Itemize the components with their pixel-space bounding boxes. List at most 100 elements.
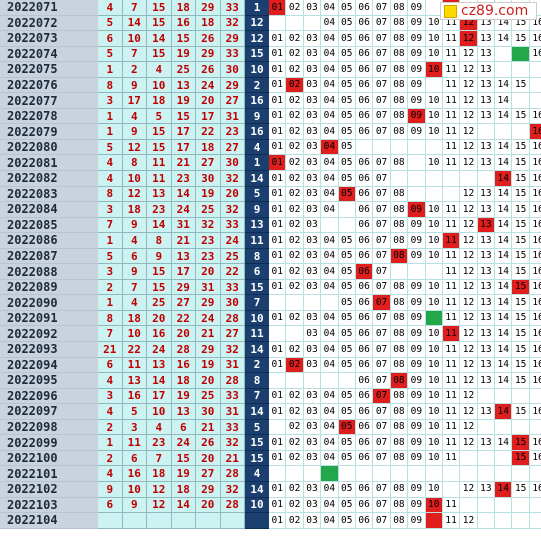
distribution-cell: 14 (495, 155, 513, 172)
distribution-cell: 12 (460, 77, 478, 94)
red-ball-cell: 9 (147, 248, 172, 265)
distribution-cell: 16 (529, 435, 541, 451)
period-cell: 2022099 (0, 435, 98, 451)
distribution-cell: 01 (269, 186, 287, 203)
distribution-cell (529, 93, 541, 109)
period-cell: 2022100 (0, 450, 98, 467)
distribution-cell: 05 (338, 31, 356, 47)
distribution-cell: 04 (321, 62, 339, 78)
distribution-cell: 03 (303, 450, 322, 467)
distribution-cell: 16 (529, 357, 541, 374)
blue-ball-cell: 15 (245, 46, 269, 63)
distribution-cell: 03 (303, 419, 322, 436)
distribution-cell: 12 (460, 326, 478, 343)
red-ball-cell: 31 (196, 279, 221, 296)
distribution-cell (373, 139, 391, 156)
red-ball-cell: 20 (171, 326, 196, 343)
distribution-cell: 03 (303, 497, 322, 514)
distribution-cell: 08 (390, 155, 409, 172)
distribution-cell: 12 (460, 124, 478, 140)
distribution-cell: 01 (269, 217, 287, 234)
red-ball-cell: 15 (147, 139, 172, 156)
distribution-cell: 14 (495, 264, 513, 280)
red-ball-cell (147, 513, 172, 529)
distribution-cell: 05 (338, 77, 356, 94)
distribution-cell: 15 (512, 248, 530, 265)
distribution-cell: 10 (425, 93, 443, 109)
distribution-cell: 12 (460, 46, 478, 63)
red-ball-cell: 9 (122, 124, 147, 140)
distribution-cell: 03 (303, 217, 322, 234)
distribution-cell: 02 (286, 108, 304, 125)
red-ball-cell: 1 (98, 435, 123, 451)
red-ball-cell: 33 (220, 279, 245, 296)
distribution-cell: 04 (321, 264, 339, 280)
red-ball-cell: 23 (147, 202, 172, 218)
distribution-cell: 08 (390, 217, 409, 234)
distribution-cell: 02 (286, 279, 304, 296)
red-ball-cell: 26 (196, 62, 221, 78)
distribution-cell: 07 (373, 342, 391, 358)
distribution-cell: 10 (425, 342, 443, 358)
distribution-cell: 09 (408, 388, 426, 405)
distribution-cell: 16 (529, 186, 541, 203)
distribution-cell: 07 (373, 435, 391, 451)
distribution-cell: 13 (477, 155, 496, 172)
distribution-cell: 09 (408, 15, 426, 32)
distribution-cell: 04 (321, 155, 339, 172)
distribution-cell: 13 (477, 342, 496, 358)
red-ball-cell: 8 (147, 233, 172, 249)
blue-ball-cell: 14 (245, 404, 269, 420)
distribution-cell: 02 (286, 217, 304, 234)
red-ball-cell: 24 (147, 342, 172, 358)
distribution-cell: 10 (425, 108, 443, 125)
distribution-cell: 16 (529, 233, 541, 249)
red-ball-cell: 6 (171, 419, 196, 436)
distribution-cell (425, 77, 443, 94)
distribution-cell: 11 (442, 373, 461, 389)
distribution-cell (512, 513, 530, 529)
distribution-cell: 06 (355, 357, 374, 374)
distribution-cell: 05 (338, 124, 356, 140)
period-cell: 2022075 (0, 62, 98, 78)
distribution-cell (408, 171, 426, 187)
distribution-cell (269, 466, 287, 482)
red-ball-cell: 29 (171, 279, 196, 296)
distribution-cell: 14 (495, 326, 513, 343)
red-ball-cell: 30 (196, 171, 221, 187)
red-ball-cell: 12 (122, 186, 147, 203)
distribution-cell: 09 (408, 497, 426, 514)
distribution-cell: 16 (529, 264, 541, 280)
distribution-cell: 10 (425, 124, 443, 140)
distribution-cell: 12 (460, 481, 478, 498)
distribution-cell: 16 (529, 202, 541, 218)
distribution-cell: 15 (512, 186, 530, 203)
distribution-cell: 06 (355, 419, 374, 436)
distribution-cell: 04 (321, 0, 339, 16)
red-ball-cell: 4 (98, 171, 123, 187)
distribution-cell (529, 497, 541, 514)
distribution-cell: 12 (460, 373, 478, 389)
red-ball-cell: 24 (196, 310, 221, 327)
distribution-cell: 01 (269, 388, 287, 405)
distribution-cell: 16 (529, 481, 541, 498)
blue-ball-cell: 10 (245, 310, 269, 327)
distribution-cell: 01 (269, 342, 287, 358)
red-ball-cell: 28 (220, 497, 245, 514)
blue-ball-cell: 13 (245, 217, 269, 234)
distribution-cell: 03 (303, 0, 322, 16)
distribution-cell: 13 (477, 93, 496, 109)
distribution-cell: 02 (286, 264, 304, 280)
distribution-cell: 04 (321, 77, 339, 94)
distribution-cell: 15 (512, 357, 530, 374)
red-ball-cell: 29 (196, 295, 221, 311)
distribution-cell: 05 (338, 310, 356, 327)
red-ball-cell: 20 (196, 373, 221, 389)
distribution-cell: 10 (425, 450, 443, 467)
distribution-cell: 07 (373, 233, 391, 249)
red-ball-cell: 1 (98, 62, 123, 78)
distribution-cell: 01 (269, 62, 287, 78)
distribution-cell: 03 (303, 248, 322, 265)
hit-mark: 11 (442, 233, 461, 249)
red-ball-cell: 19 (196, 186, 221, 203)
